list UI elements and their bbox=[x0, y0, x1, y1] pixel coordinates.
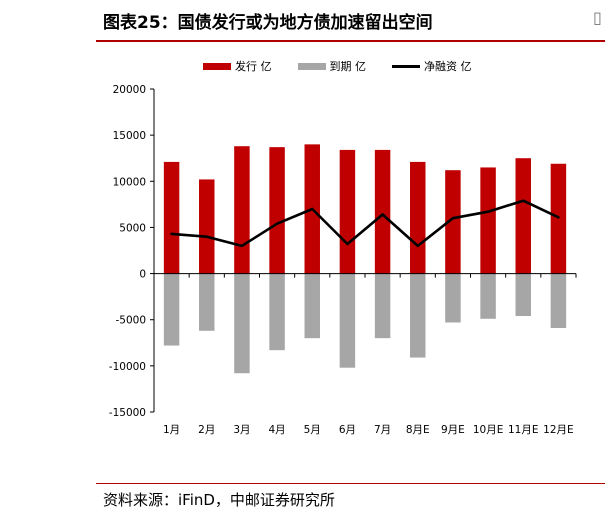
bar-maturity bbox=[163, 273, 180, 346]
y-tick-label: 0 bbox=[139, 269, 146, 281]
legend-label-issuance: 发行 亿 bbox=[235, 60, 272, 73]
y-tick-label: -10000 bbox=[109, 361, 146, 373]
y-tick-label: 5000 bbox=[119, 222, 146, 234]
source-note: 资料来源：iFinD，中邮证券研究所 bbox=[103, 491, 335, 509]
legend-label-maturity: 到期 亿 bbox=[329, 60, 367, 73]
legend-swatch-maturity bbox=[297, 62, 326, 70]
x-tick-label: 6月 bbox=[339, 424, 356, 436]
bar-issuance bbox=[374, 149, 391, 274]
bar-issuance bbox=[515, 158, 531, 274]
x-tick-label: 10月E bbox=[473, 424, 504, 436]
y-tick-label: -5000 bbox=[115, 315, 146, 327]
bar-issuance bbox=[269, 147, 285, 274]
x-tick-label: 12月E bbox=[543, 424, 574, 436]
x-tick-label: 3月 bbox=[233, 424, 250, 436]
legend-label-net: 净融资 亿 bbox=[424, 60, 472, 73]
bar-maturity bbox=[445, 273, 461, 323]
bar-maturity bbox=[199, 273, 215, 331]
bar-issuance bbox=[410, 161, 426, 274]
bar-issuance bbox=[199, 179, 215, 274]
x-tick-label: 9月E bbox=[441, 424, 465, 436]
y-tick-label: 15000 bbox=[113, 130, 146, 142]
x-tick-label: 2月 bbox=[198, 424, 215, 436]
legend-item-issuance: 发行 亿 bbox=[203, 58, 272, 74]
bar-issuance bbox=[550, 163, 567, 274]
bar-maturity bbox=[304, 273, 320, 339]
figure-title: 图表25：国债发行或为地方债加速留出空间 bbox=[103, 13, 433, 33]
x-tick-label: 7月 bbox=[374, 424, 391, 436]
bar-issuance bbox=[339, 149, 356, 274]
title-rule bbox=[96, 0, 605, 42]
x-tick-label: 8月E bbox=[406, 424, 430, 436]
source-rule bbox=[96, 483, 605, 484]
x-tick-label: 4月 bbox=[268, 424, 285, 436]
legend-swatch-issuance bbox=[203, 62, 231, 70]
bar-maturity bbox=[410, 273, 426, 358]
bar-maturity bbox=[480, 273, 496, 319]
x-tick-label: 5月 bbox=[304, 424, 321, 436]
bar-issuance bbox=[163, 161, 180, 274]
legend-swatch-net bbox=[392, 64, 420, 68]
y-tick-label: -15000 bbox=[109, 407, 146, 419]
cropped-edge-glyph: ▯ bbox=[593, 8, 602, 27]
bar-maturity bbox=[515, 273, 531, 317]
line-net-financing bbox=[170, 199, 560, 248]
legend-item-net: 净融资 亿 bbox=[392, 58, 472, 74]
chart-legend: 发行 亿 到期 亿 净融资 亿 bbox=[203, 58, 498, 74]
legend-item-maturity: 到期 亿 bbox=[297, 58, 367, 74]
bar-issuance bbox=[480, 167, 496, 274]
bar-maturity bbox=[374, 273, 391, 339]
x-tick-label: 1月 bbox=[163, 424, 180, 436]
bar-issuance bbox=[445, 170, 461, 274]
y-tick-label: 20000 bbox=[113, 84, 146, 96]
y-tick-label: 10000 bbox=[113, 176, 146, 188]
bar-maturity bbox=[339, 273, 356, 368]
bar-maturity bbox=[234, 273, 250, 374]
x-tick-label: 11月E bbox=[508, 424, 539, 436]
bar-maturity bbox=[550, 273, 567, 329]
bar-maturity bbox=[269, 273, 285, 351]
bar-issuance bbox=[234, 146, 250, 274]
